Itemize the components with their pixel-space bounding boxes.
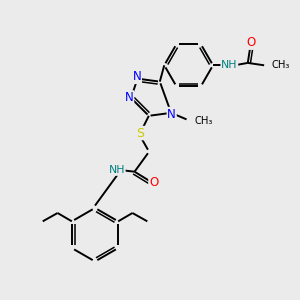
- Text: O: O: [246, 36, 255, 49]
- Text: N: N: [125, 91, 134, 104]
- Text: CH₃: CH₃: [272, 60, 290, 70]
- Text: CH₃: CH₃: [194, 116, 213, 126]
- Text: N: N: [133, 70, 141, 83]
- Text: NH: NH: [221, 60, 238, 70]
- Text: NH: NH: [109, 165, 125, 175]
- Text: O: O: [149, 176, 158, 189]
- Text: N: N: [167, 107, 176, 121]
- Text: S: S: [136, 127, 145, 140]
